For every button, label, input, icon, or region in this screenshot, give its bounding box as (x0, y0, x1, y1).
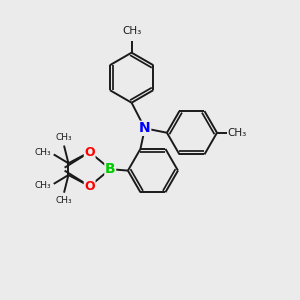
Text: CH₃: CH₃ (35, 148, 51, 158)
Text: B: B (105, 162, 116, 176)
Text: CH₃: CH₃ (227, 128, 247, 138)
Text: CH₃: CH₃ (56, 133, 72, 142)
Text: CH₃: CH₃ (35, 181, 51, 190)
Text: O: O (84, 180, 95, 193)
Text: N: N (139, 121, 151, 135)
Text: O: O (84, 146, 95, 159)
Text: CH₃: CH₃ (122, 26, 141, 37)
Text: CH₃: CH₃ (56, 196, 72, 205)
